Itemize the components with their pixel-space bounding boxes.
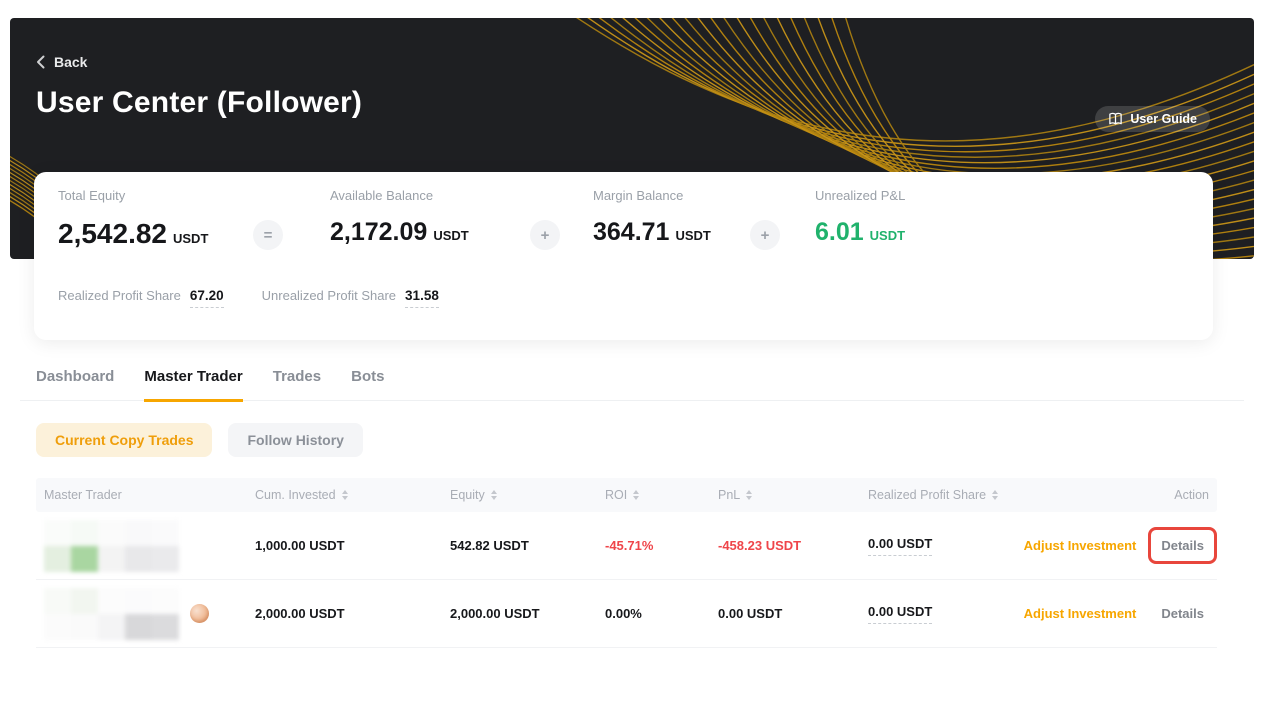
back-chevron-icon bbox=[37, 55, 45, 69]
action-cell: Adjust Investment Details bbox=[1018, 527, 1217, 564]
sort-icon[interactable] bbox=[490, 490, 497, 500]
tab-dashboard[interactable]: Dashboard bbox=[36, 368, 115, 385]
realized-profit-share-cell: 0.00 USDT bbox=[868, 604, 1018, 624]
stat-value: 2,172.09 bbox=[330, 218, 428, 246]
column-cum-invested[interactable]: Cum. Invested bbox=[255, 488, 450, 502]
profit-share-row: Realized Profit Share 67.20 Unrealized P… bbox=[58, 288, 439, 308]
user-guide-label: User Guide bbox=[1130, 112, 1197, 126]
open-book-icon bbox=[1109, 112, 1123, 125]
column-roi[interactable]: ROI bbox=[605, 488, 718, 502]
unrealized-profit-share: Unrealized Profit Share 31.58 bbox=[262, 288, 439, 308]
user-guide-button[interactable]: User Guide bbox=[1095, 106, 1210, 132]
secondary-label: Unrealized Profit Share bbox=[261, 288, 397, 303]
stat-value: 6.01 bbox=[815, 218, 864, 246]
secondary-label: Realized Profit Share bbox=[58, 288, 181, 303]
realized-profit-share-value: 0.00 USDT bbox=[868, 536, 933, 556]
pnl-value: 0.00 USDT bbox=[718, 606, 783, 621]
secondary-value: 67.20 bbox=[189, 288, 224, 308]
sort-icon[interactable] bbox=[992, 490, 999, 500]
tab-master-trader[interactable]: Master Trader bbox=[144, 368, 244, 402]
stat-unit: USDT bbox=[433, 228, 469, 243]
sort-icon[interactable] bbox=[341, 490, 348, 500]
stat-available-balance: Available Balance 2,172.09 USDT bbox=[330, 188, 469, 247]
sort-icon[interactable] bbox=[746, 490, 753, 500]
sub-tab-bar: Current Copy Trades Follow History bbox=[36, 423, 363, 457]
back-label: Back bbox=[54, 54, 88, 70]
secondary-value: 31.58 bbox=[405, 288, 439, 308]
action-cell: Adjust Investment Details bbox=[1018, 595, 1217, 632]
stat-unit: USDT bbox=[675, 228, 711, 243]
subtab-current-copy-trades[interactable]: Current Copy Trades bbox=[36, 423, 213, 457]
realized-profit-share-value: 0.00 USDT bbox=[868, 604, 933, 624]
details-button[interactable]: Details bbox=[1161, 606, 1204, 621]
column-equity[interactable]: Equity bbox=[450, 488, 605, 502]
equity-value: 542.82 USDT bbox=[450, 538, 529, 553]
master-trader-avatar bbox=[190, 604, 209, 623]
equity-value: 2,000.00 USDT bbox=[450, 606, 540, 621]
details-button[interactable]: Details bbox=[1161, 538, 1204, 553]
pnl-value: -458.23 USDT bbox=[718, 538, 802, 553]
adjust-investment-button[interactable]: Adjust Investment bbox=[1023, 606, 1137, 621]
annotation-highlight-box: Details bbox=[1148, 527, 1217, 564]
stat-unrealized-pnl: Unrealized P&L 6.01 USDT bbox=[815, 188, 905, 247]
equity-summary-card: Total Equity 2,542.82 USDT = Available B… bbox=[34, 172, 1213, 340]
plus-operator-icon: + bbox=[750, 220, 780, 250]
stat-value: 2,542.82 bbox=[58, 218, 167, 249]
stat-label: Margin Balance bbox=[593, 188, 684, 203]
stat-value: 364.71 bbox=[593, 218, 670, 246]
table-header-row: Master Trader Cum. Invested Equity ROI P… bbox=[36, 478, 1217, 512]
tab-bots[interactable]: Bots bbox=[351, 368, 385, 385]
stat-unit: USDT bbox=[173, 231, 209, 246]
table-row: 2,000.00 USDT 2,000.00 USDT 0.00% 0.00 U… bbox=[36, 580, 1217, 648]
roi-value: 0.00% bbox=[605, 606, 642, 621]
stat-unit: USDT bbox=[869, 228, 906, 243]
realized-profit-share-cell: 0.00 USDT bbox=[868, 536, 1018, 556]
master-trader-cell-redacted[interactable] bbox=[36, 587, 255, 640]
main-tab-bar: Dashboard Master Trader Trades Bots bbox=[20, 368, 1244, 402]
back-button[interactable]: Back bbox=[36, 54, 87, 70]
stat-total-equity: Total Equity 2,542.82 USDT bbox=[58, 188, 208, 250]
details-wrap: Details bbox=[1148, 595, 1217, 632]
copy-trades-table: Master Trader Cum. Invested Equity ROI P… bbox=[36, 478, 1217, 648]
column-master-trader: Master Trader bbox=[44, 488, 122, 502]
roi-value: -45.71% bbox=[605, 538, 654, 553]
stat-label: Available Balance bbox=[330, 188, 434, 203]
realized-profit-share: Realized Profit Share 67.20 bbox=[58, 288, 224, 308]
adjust-investment-button[interactable]: Adjust Investment bbox=[1023, 538, 1137, 553]
equals-operator-icon: = bbox=[253, 220, 283, 250]
column-realized-profit-share[interactable]: Realized Profit Share bbox=[868, 488, 1018, 502]
plus-operator-icon: + bbox=[530, 220, 560, 250]
redacted-name-blur bbox=[44, 587, 179, 640]
stat-label: Total Equity bbox=[58, 188, 126, 203]
redacted-name-blur bbox=[44, 519, 179, 572]
column-action: Action bbox=[1174, 488, 1209, 502]
master-trader-cell-redacted[interactable] bbox=[36, 519, 255, 572]
table-row: 1,000.00 USDT 542.82 USDT -45.71% -458.2… bbox=[36, 512, 1217, 580]
page-title: User Center (Follower) bbox=[36, 86, 363, 119]
column-pnl[interactable]: PnL bbox=[718, 488, 868, 502]
tab-trades[interactable]: Trades bbox=[272, 368, 322, 385]
subtab-follow-history[interactable]: Follow History bbox=[228, 423, 363, 457]
sort-icon[interactable] bbox=[633, 490, 640, 500]
cum-invested-value: 1,000.00 USDT bbox=[255, 538, 345, 553]
stat-label: Unrealized P&L bbox=[815, 188, 906, 203]
stat-margin-balance: Margin Balance 364.71 USDT bbox=[593, 188, 711, 247]
cum-invested-value: 2,000.00 USDT bbox=[255, 606, 345, 621]
